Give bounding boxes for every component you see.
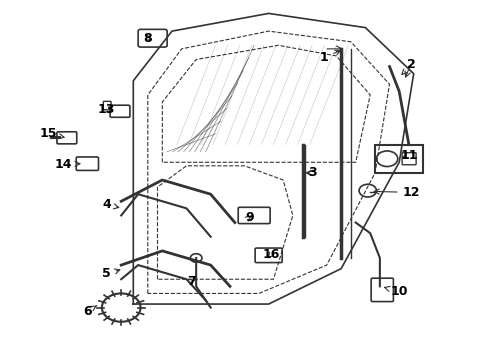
Text: 2: 2	[401, 58, 415, 75]
Text: 14: 14	[54, 158, 80, 171]
Text: 4: 4	[102, 198, 119, 211]
Text: 11: 11	[399, 149, 417, 162]
Text: 15: 15	[40, 127, 64, 140]
Text: 8: 8	[143, 32, 152, 45]
Text: 7: 7	[186, 275, 195, 288]
Text: 13: 13	[98, 103, 115, 116]
Bar	[374, 145, 423, 173]
Text: 3: 3	[305, 166, 316, 179]
Text: 5: 5	[102, 267, 120, 280]
Text: 10: 10	[384, 285, 407, 298]
Text: 9: 9	[244, 211, 253, 224]
Text: 12: 12	[373, 186, 419, 199]
Text: 6: 6	[83, 305, 97, 318]
Text: 16: 16	[262, 248, 279, 261]
Text: 1: 1	[319, 50, 340, 64]
